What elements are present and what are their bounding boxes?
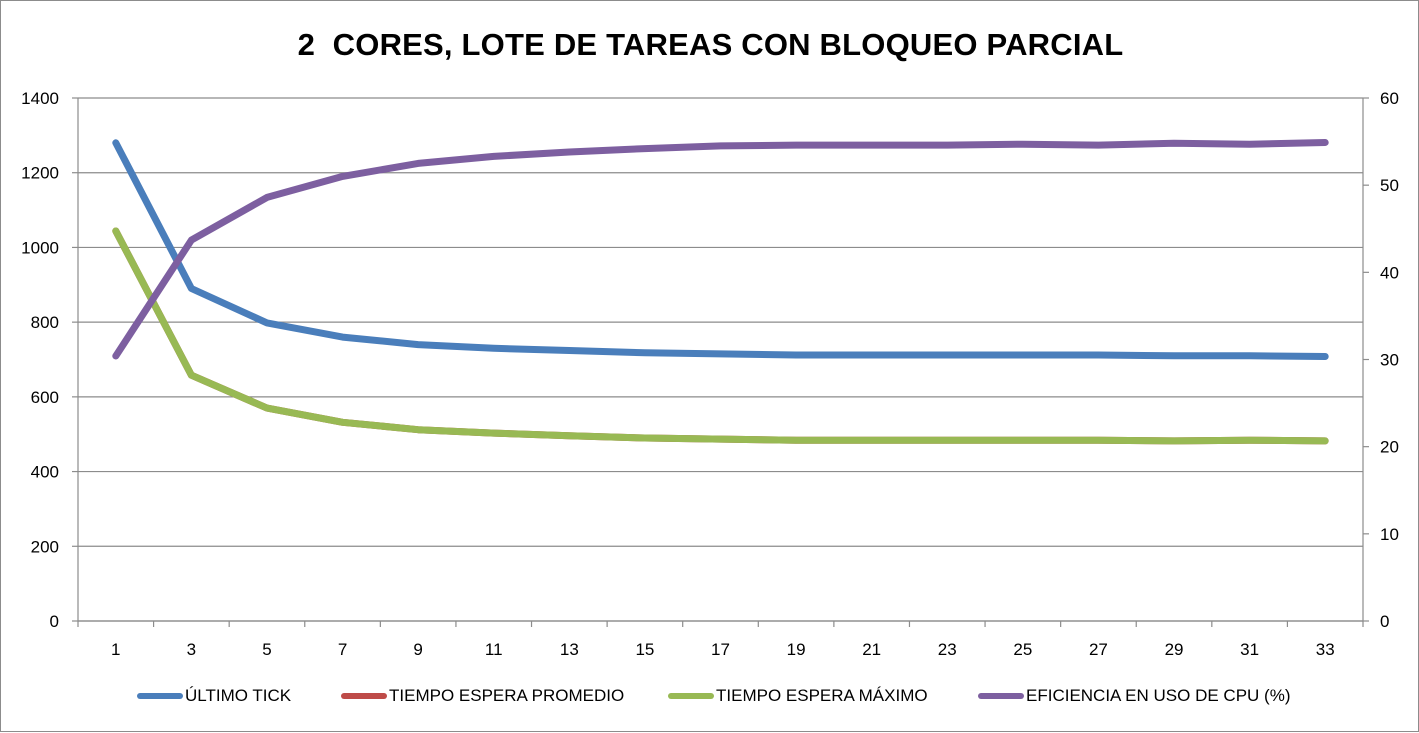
- legend-swatch: [341, 693, 387, 699]
- legend-swatch: [668, 693, 714, 699]
- x-tick-label: 1: [111, 640, 120, 659]
- y-left-tick-label: 600: [31, 388, 59, 407]
- y-right-tick-label: 40: [1380, 263, 1399, 282]
- legend-swatch: [978, 693, 1024, 699]
- legend-item: ÚLTIMO TICK: [137, 684, 291, 708]
- y-right-tick-label: 60: [1380, 89, 1399, 108]
- y-left-tick-label: 800: [31, 313, 59, 332]
- x-tick-label: 9: [413, 640, 422, 659]
- chart-title: 2 CORES, LOTE DE TAREAS CON BLOQUEO PARC…: [297, 27, 1124, 62]
- y-left-tick-label: 1000: [21, 238, 59, 257]
- legend-item: TIEMPO ESPERA PROMEDIO: [341, 684, 624, 708]
- x-tick-label: 33: [1316, 640, 1335, 659]
- y-right-tick-label: 0: [1380, 612, 1389, 631]
- x-tick-label: 15: [635, 640, 654, 659]
- x-tick-label: 31: [1240, 640, 1259, 659]
- chart-legend: ÚLTIMO TICK TIEMPO ESPERA PROMEDIO TIEMPO …: [1, 684, 1419, 708]
- series-line-2: [112, 227, 1329, 445]
- y-left-tick-label: 400: [31, 463, 59, 482]
- legend-label: ÚLTIMO TICK: [185, 686, 292, 705]
- y-right-tick-label: 20: [1380, 438, 1399, 457]
- series-line-0: [112, 139, 1329, 360]
- x-tick-label: 25: [1013, 640, 1032, 659]
- x-tick-label: 21: [862, 640, 881, 659]
- legend-label: TIEMPO ESPERA MÁXIMO: [716, 686, 928, 705]
- y-left-tick-label: 0: [50, 612, 59, 631]
- x-tick-label: 29: [1165, 640, 1184, 659]
- x-tick-label: 27: [1089, 640, 1108, 659]
- x-tick-label: 7: [338, 640, 347, 659]
- y-left-tick-label: 1200: [21, 164, 59, 183]
- x-tick-label: 23: [938, 640, 957, 659]
- x-tick-label: 5: [262, 640, 271, 659]
- y-left-tick-label: 200: [31, 537, 59, 556]
- series-line-3: [112, 139, 1329, 360]
- y-left-tick-label: 1400: [21, 89, 59, 108]
- x-tick-label: 17: [711, 640, 730, 659]
- series-line-1: [112, 227, 1329, 445]
- legend-item: TIEMPO ESPERA MÁXIMO: [668, 684, 928, 708]
- legend-label: TIEMPO ESPERA PROMEDIO: [389, 686, 625, 705]
- x-tick-label: 11: [485, 640, 503, 659]
- x-tick-label: 3: [187, 640, 196, 659]
- legend-swatch: [137, 693, 183, 699]
- y-right-tick-label: 10: [1380, 525, 1399, 544]
- y-right-tick-label: 50: [1380, 176, 1399, 195]
- y-right-tick-label: 30: [1380, 351, 1399, 370]
- legend-label: EFICIENCIA EN USO DE CPU (%): [1026, 686, 1291, 705]
- x-tick-label: 19: [787, 640, 806, 659]
- legend-item: EFICIENCIA EN USO DE CPU (%): [978, 684, 1290, 708]
- x-tick-label: 13: [560, 640, 579, 659]
